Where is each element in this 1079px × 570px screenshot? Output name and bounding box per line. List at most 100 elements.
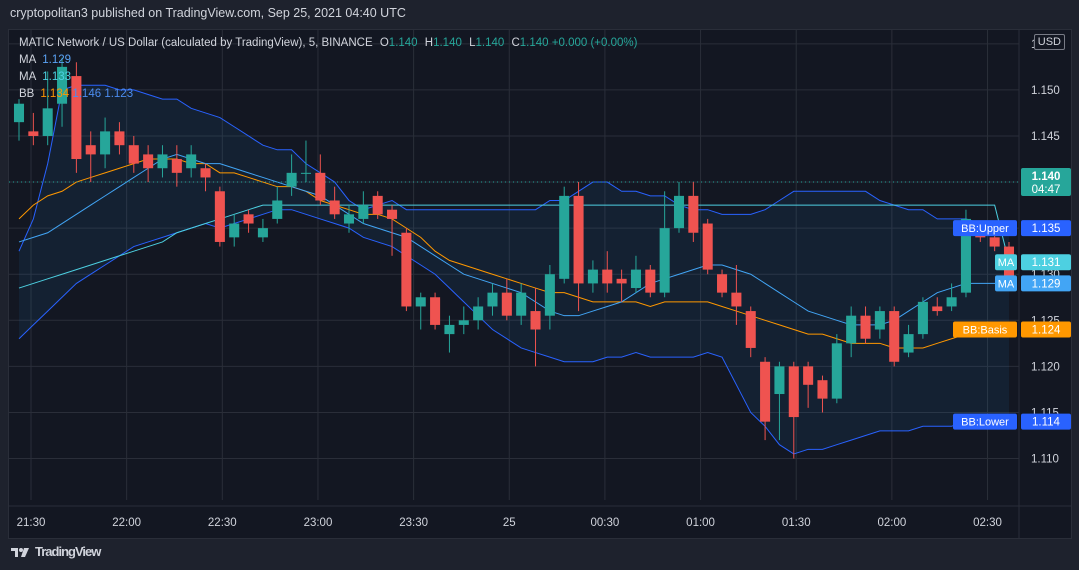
change-value: +0.000 (+0.00%) (551, 37, 638, 49)
bb-lower-value: 1.123 (104, 88, 134, 100)
indicator-tag-label: BB:Basis (963, 325, 1008, 337)
candle-body (243, 214, 254, 224)
indicator-tag (953, 220, 1017, 237)
candle-body (932, 306, 943, 312)
candle-body (430, 297, 441, 325)
candle-body (616, 278, 627, 284)
candle-body (329, 200, 340, 215)
price-tag-value: 1.129 (1032, 278, 1061, 290)
indicator-tag-label: MA (998, 257, 1015, 269)
candle-body (803, 366, 814, 385)
indicator-tag-label: BB:Upper (961, 223, 1009, 235)
countdown-value: 04:47 (1032, 184, 1061, 196)
bb-upper-line (18, 84, 1009, 252)
candle-body (831, 343, 842, 399)
bb-upper-value: 1.146 (72, 88, 102, 100)
x-tick-label: 21:30 (17, 517, 46, 529)
candle-body (300, 172, 311, 174)
candle-body (315, 172, 326, 201)
candle-body (917, 301, 928, 335)
bb-basis-line (18, 158, 1009, 349)
price-tag-value: 1.131 (1032, 257, 1061, 269)
candle-body (659, 228, 670, 293)
last-price-value: 1.140 (1032, 171, 1061, 183)
candle-body (214, 191, 225, 242)
candle-body (559, 195, 570, 279)
candle-body (960, 218, 971, 293)
candle-body (272, 200, 283, 219)
candle-body (100, 131, 111, 155)
close-label: C (511, 37, 520, 49)
candle-body (889, 311, 900, 362)
candle-body (946, 297, 957, 307)
chart-legend: MATIC Network / US Dollar (calculated by… (19, 35, 637, 103)
legend-symbol-row: MATIC Network / US Dollar (calculated by… (19, 35, 637, 52)
x-tick-label: 25 (503, 517, 516, 529)
candle-body (501, 292, 512, 316)
price-tag (1021, 275, 1071, 292)
x-tick-label: 23:00 (304, 517, 333, 529)
candle-body (13, 103, 25, 123)
candle-body (846, 315, 857, 344)
candle-body (788, 366, 799, 418)
candle-body (372, 195, 383, 215)
x-tick-label: 01:00 (686, 517, 715, 529)
candle-body (487, 292, 498, 307)
low-label: L (469, 37, 476, 49)
low-value: 1.140 (475, 37, 505, 49)
ma1-label: MA (19, 54, 37, 66)
price-tag (1021, 413, 1071, 430)
x-tick-label: 22:00 (112, 517, 141, 529)
candlestick-chart[interactable]: 1.1101.1151.1201.1251.1301.1351.1401.145… (9, 30, 1072, 539)
candle-body (171, 159, 182, 173)
candle-body (257, 228, 268, 238)
candle-body (128, 145, 139, 164)
price-tag-value: 1.124 (1032, 325, 1061, 337)
last-price-tag (1021, 168, 1071, 197)
candle-body (343, 214, 355, 224)
candle-body (630, 269, 641, 289)
candle-body (200, 168, 211, 178)
tradingview-logo-icon (11, 547, 29, 557)
legend-ma1-row[interactable]: MA 1.129 (19, 52, 637, 69)
high-label: H (424, 37, 434, 49)
price-tag (1021, 254, 1071, 271)
symbol-description: MATIC Network / US Dollar (calculated by… (19, 37, 373, 49)
currency-button[interactable]: USD (1033, 34, 1065, 50)
candle-body (645, 269, 656, 293)
candle-body (229, 223, 240, 238)
tradingview-brand: TradingView (35, 544, 101, 559)
candle-body (989, 237, 1000, 247)
candle-body (444, 324, 455, 335)
y-tick-label: 1.120 (1031, 361, 1060, 373)
candle-body (717, 274, 728, 293)
x-tick-label: 23:30 (399, 517, 428, 529)
indicator-tag (995, 254, 1017, 271)
high-value: 1.140 (433, 37, 462, 49)
chart-panel[interactable]: 1.1101.1151.1201.1251.1301.1351.1401.145… (8, 29, 1072, 539)
y-tick-label: 1.145 (1031, 131, 1060, 143)
x-tick-label: 02:00 (877, 517, 906, 529)
candle-body (415, 297, 426, 307)
legend-bb-row[interactable]: BB 1.134 1.146 1.123 (19, 86, 637, 103)
candle-body (530, 311, 541, 330)
candle-body (602, 269, 613, 284)
candle-body (516, 292, 527, 316)
candle-body (143, 154, 154, 169)
x-tick-label: 02:30 (973, 517, 1002, 529)
candle-body (903, 334, 914, 353)
price-tag (1021, 220, 1071, 237)
candle-body (186, 154, 197, 169)
candle-body (860, 315, 871, 339)
price-tag-value: 1.114 (1032, 417, 1061, 429)
indicator-tag (995, 275, 1017, 292)
legend-ma2-row[interactable]: MA 1.133 (19, 69, 637, 86)
footer-branding[interactable]: TradingView (10, 544, 101, 559)
candle-body (760, 361, 771, 422)
candle-body (57, 66, 68, 104)
candle-body (774, 366, 785, 395)
price-tag (1021, 321, 1071, 338)
candle-body (874, 311, 885, 330)
candle-body (573, 195, 584, 284)
candle-body (458, 320, 469, 325)
